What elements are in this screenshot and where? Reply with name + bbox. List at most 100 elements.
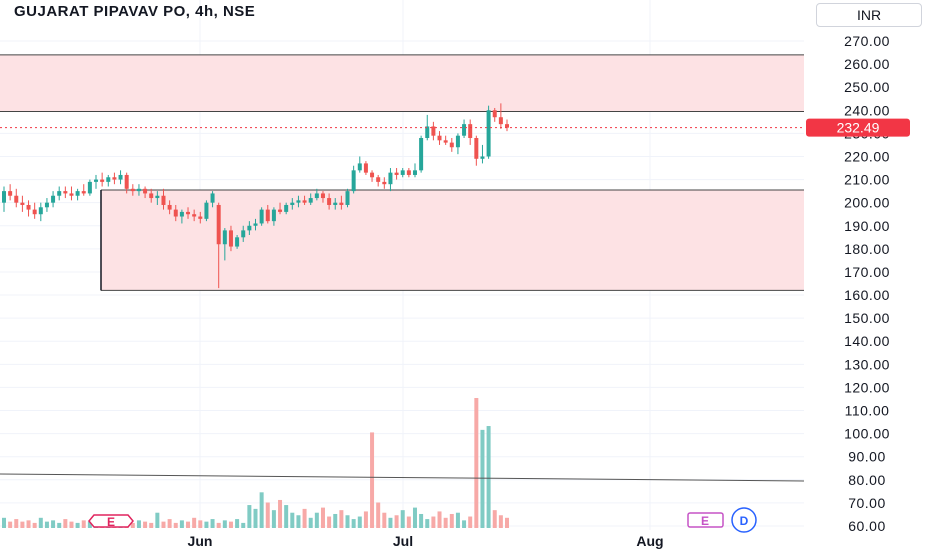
last-price-marker: 232.49 <box>0 118 910 137</box>
candle-body <box>388 172 393 185</box>
candle-body <box>57 191 62 196</box>
candle-body <box>259 209 264 224</box>
y-tick-label: 150.00 <box>844 310 890 326</box>
candle-body <box>143 188 148 194</box>
candle-body <box>149 193 154 199</box>
candle-body <box>235 237 240 247</box>
volume-bar <box>179 520 184 528</box>
volume-bar <box>136 520 141 528</box>
volume-bar <box>437 511 442 528</box>
candle-body <box>290 202 295 205</box>
trendline <box>0 473 805 482</box>
y-tick-label: 250.00 <box>844 79 890 95</box>
candle-body <box>44 202 49 208</box>
volume-bar <box>406 516 411 528</box>
candle-body <box>284 204 289 212</box>
candle-body <box>20 202 25 205</box>
volume-bar <box>382 512 387 528</box>
x-tick-label: Aug <box>636 533 663 549</box>
x-tick-label: Jun <box>188 533 213 549</box>
candle-body <box>474 138 479 159</box>
volume-bar <box>339 510 344 528</box>
volume-bar <box>419 513 424 528</box>
candle-body <box>437 135 442 141</box>
candle-body <box>498 117 503 125</box>
candle-body <box>228 230 233 247</box>
volume-bar <box>57 522 62 528</box>
candlesticks <box>2 103 509 289</box>
y-tick-label: 220.00 <box>844 148 890 164</box>
candle-body <box>216 204 221 245</box>
candle-body <box>370 172 375 178</box>
volume-bar <box>462 520 467 528</box>
candle-body <box>253 223 258 226</box>
candle-body <box>118 174 123 180</box>
volume-bar <box>204 521 209 528</box>
candle-body <box>198 216 203 219</box>
candle-body <box>112 177 117 180</box>
volume-bar <box>130 522 135 528</box>
volume-bar <box>38 517 43 528</box>
volume-bar <box>498 515 503 528</box>
candle-body <box>431 126 436 136</box>
dividend-marker <box>731 507 757 533</box>
last-price-label: 232.49 <box>837 120 880 136</box>
y-tick-label: 90.00 <box>848 449 886 465</box>
candle-body <box>345 191 350 205</box>
volume-bar <box>443 517 448 528</box>
candle-body <box>271 209 276 222</box>
candle-body <box>210 193 215 203</box>
volume-bar <box>247 505 252 528</box>
volume-bar <box>376 502 381 528</box>
last-price-badge <box>806 118 910 137</box>
volume-bar <box>63 519 68 528</box>
candle-body <box>351 170 356 192</box>
volume-bar <box>333 513 338 528</box>
volume-bar <box>394 515 399 528</box>
candle-body <box>308 198 313 203</box>
trendline-segment <box>0 473 805 482</box>
currency-button[interactable]: INR <box>816 3 922 27</box>
candle-body <box>400 170 405 175</box>
candle-body <box>419 138 424 171</box>
volume-bar <box>210 519 215 528</box>
volume-bar <box>449 513 454 528</box>
candle-body <box>462 124 467 136</box>
y-tick-label: 70.00 <box>848 495 886 511</box>
candle-body <box>161 195 166 205</box>
time-axis[interactable]: Jun Jul Aug <box>188 533 664 549</box>
candle-body <box>75 191 80 196</box>
volume-bar <box>455 512 460 528</box>
volume-bar <box>505 517 509 528</box>
y-tick-label: 200.00 <box>844 195 890 211</box>
candle-body <box>241 230 246 238</box>
volume-bar <box>296 515 301 528</box>
volume-bar <box>192 517 197 528</box>
volume-bar <box>431 516 436 528</box>
candle-body <box>278 209 283 212</box>
volume-bar <box>241 522 246 528</box>
candle-body <box>100 179 105 182</box>
volume-bar <box>400 510 405 528</box>
resistance-zone <box>0 54 804 112</box>
volume-bar <box>216 522 221 528</box>
candle-body <box>247 225 252 231</box>
volume-bar <box>81 520 86 528</box>
price-axis[interactable]: 270.00260.00250.00240.00230.00220.00210.… <box>844 33 890 534</box>
y-tick-label: 240.00 <box>844 102 890 118</box>
candle-body <box>357 163 362 171</box>
volume-bars <box>2 398 509 528</box>
volume-bar <box>155 512 160 528</box>
volume-bar <box>271 510 276 528</box>
volume-bar <box>302 508 307 528</box>
volume-bar <box>480 429 485 528</box>
candle-body <box>2 191 6 203</box>
volume-bar <box>186 521 191 528</box>
y-tick-label: 170.00 <box>844 264 890 280</box>
candle-body <box>51 195 56 203</box>
volume-bar <box>492 510 497 528</box>
volume-bar <box>468 516 473 528</box>
volume-bar <box>412 507 417 528</box>
